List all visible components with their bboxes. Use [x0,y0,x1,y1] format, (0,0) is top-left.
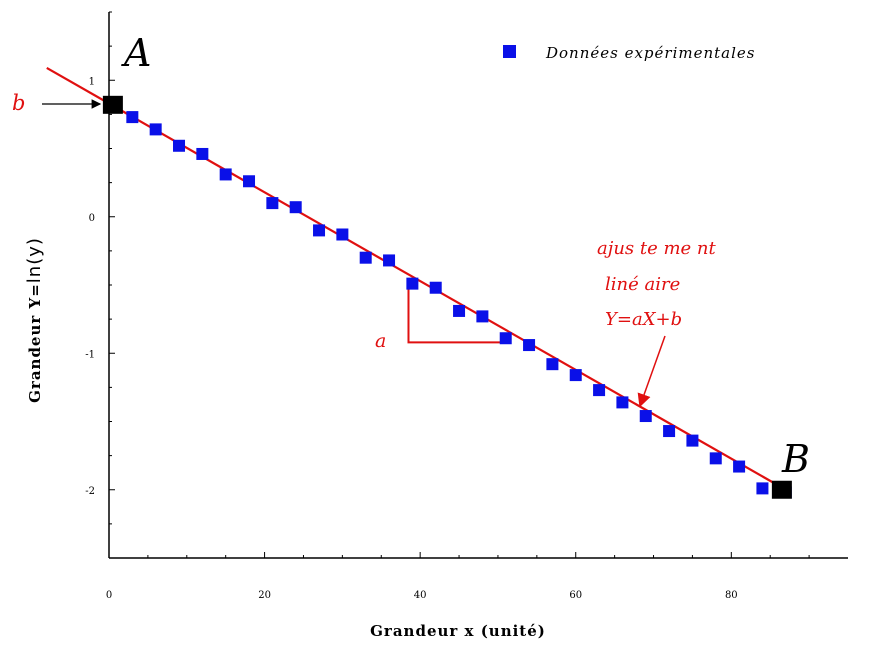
y-tick-label: -1 [85,349,95,360]
fit-label-line1: ajus te me nt [597,238,717,259]
slope-triangle [407,282,506,344]
legend-text: Données expérimentales [545,44,756,62]
x-axis-title: Grandeur x (unité) [370,622,546,640]
data-point [406,277,419,290]
data-point [336,228,349,241]
data-point [639,410,652,423]
data-point [453,304,466,317]
endpoints [102,95,792,499]
fit-label-line2: liné aire [605,274,680,295]
endpoint-b [771,480,792,499]
data-point [196,147,209,160]
y-tick-label: 1 [89,76,95,87]
data-point [126,111,139,124]
data-points [126,111,792,499]
data-point [313,224,326,237]
y-axis-title-prefix: Grandeur Y= [26,283,44,403]
data-point [569,369,582,382]
data-point [383,254,396,267]
data-point [663,425,676,438]
axes: 1 0 -1 -2 0 20 40 60 80 [85,11,848,601]
data-point [756,482,769,495]
y-axis-title: Grandeur Y=ln(y) [24,237,45,403]
data-point [289,201,302,214]
data-point [686,434,699,447]
data-point [476,310,489,323]
data-point [523,339,536,352]
legend-marker [503,45,516,58]
slope-triangle-legs [407,282,506,344]
fit-arrow [637,335,666,408]
y-tick-label: -2 [85,486,95,497]
data-point [429,281,442,294]
y-axis-title-suffix: ln(y) [24,237,45,283]
data-point [616,396,629,409]
data-point [546,358,559,371]
endpoint-a [102,95,123,114]
x-tick-label: 20 [258,590,271,601]
data-point [733,460,746,473]
data-point [359,251,372,264]
x-tick-label: 0 [106,590,112,601]
data-point [499,332,512,345]
x-tick-label: 40 [414,590,427,601]
data-point [219,168,232,181]
data-point [709,452,722,465]
data-point [243,175,256,188]
x-tick-label: 80 [725,590,738,601]
fit-label-line3: Y=aX+b [605,309,682,330]
data-point [266,197,279,210]
data-point [173,139,186,152]
label-point-b: B [781,437,810,481]
label-point-a: A [121,31,151,75]
y-tick-label: 0 [89,213,95,224]
label-intercept-b: b [12,91,25,115]
label-slope-a: a [375,330,386,352]
x-tick-label: 60 [569,590,582,601]
data-point [593,384,606,397]
data-point [149,123,162,136]
